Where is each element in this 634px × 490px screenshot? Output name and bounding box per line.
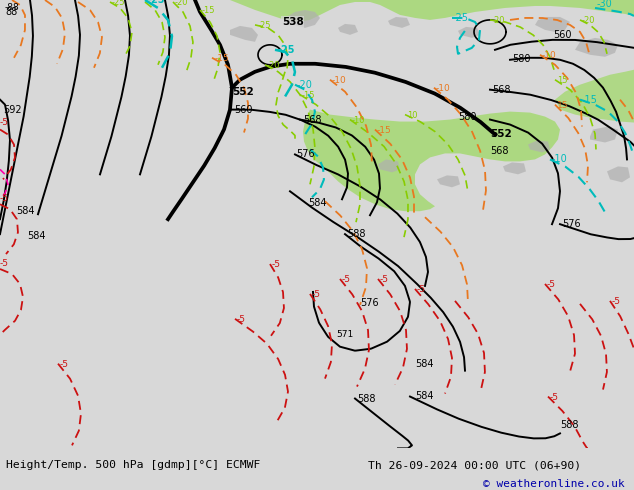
Polygon shape xyxy=(230,26,258,42)
Text: -15: -15 xyxy=(582,95,598,105)
Text: 88: 88 xyxy=(5,7,17,17)
Text: 588: 588 xyxy=(347,229,365,239)
Polygon shape xyxy=(437,175,460,187)
Text: Height/Temp. 500 hPa [gdmp][°C] ECMWF: Height/Temp. 500 hPa [gdmp][°C] ECMWF xyxy=(6,460,261,470)
Text: 571: 571 xyxy=(337,330,354,339)
Text: -10: -10 xyxy=(542,51,557,60)
Text: -25: -25 xyxy=(278,45,295,55)
Text: 584: 584 xyxy=(415,359,434,368)
Polygon shape xyxy=(230,0,634,22)
Text: -5: -5 xyxy=(550,392,559,401)
Text: 584: 584 xyxy=(27,231,46,241)
Polygon shape xyxy=(528,141,550,152)
Text: -20: -20 xyxy=(492,16,505,25)
Text: 568: 568 xyxy=(303,115,321,124)
Polygon shape xyxy=(285,10,320,28)
Text: -10: -10 xyxy=(552,154,568,165)
Polygon shape xyxy=(555,70,634,122)
Text: -5: -5 xyxy=(272,260,281,269)
Text: -15: -15 xyxy=(202,6,216,15)
Polygon shape xyxy=(607,167,630,182)
Text: -5: -5 xyxy=(0,259,9,268)
Text: 552: 552 xyxy=(490,129,512,140)
Text: -25: -25 xyxy=(112,0,126,7)
Text: -5: -5 xyxy=(380,275,389,284)
Polygon shape xyxy=(590,126,618,143)
Text: -5: -5 xyxy=(0,118,9,126)
Text: 576: 576 xyxy=(360,298,378,308)
Text: 588: 588 xyxy=(560,420,578,430)
Text: 584: 584 xyxy=(16,206,34,216)
Text: -25: -25 xyxy=(147,0,164,5)
Polygon shape xyxy=(503,162,526,174)
Text: 15: 15 xyxy=(557,100,569,110)
Text: -5: -5 xyxy=(417,285,426,294)
Text: -25: -25 xyxy=(258,21,271,30)
Text: 584: 584 xyxy=(415,391,434,400)
Text: -20: -20 xyxy=(582,16,595,25)
Text: -5: -5 xyxy=(312,290,321,299)
Polygon shape xyxy=(535,17,570,32)
Text: -15: -15 xyxy=(302,91,316,99)
Text: © weatheronline.co.uk: © weatheronline.co.uk xyxy=(482,479,624,489)
Text: -20: -20 xyxy=(297,80,313,90)
Text: 552: 552 xyxy=(232,87,254,97)
Text: 588: 588 xyxy=(357,393,375,404)
Text: 10: 10 xyxy=(407,111,418,120)
Text: -15: -15 xyxy=(215,54,230,63)
Text: 15: 15 xyxy=(557,75,567,85)
Polygon shape xyxy=(458,27,480,38)
Text: 576: 576 xyxy=(296,149,314,159)
Text: 584: 584 xyxy=(308,198,327,208)
Text: -5: -5 xyxy=(547,280,556,289)
Text: 560: 560 xyxy=(553,30,571,40)
Text: 538: 538 xyxy=(282,17,304,27)
Text: -5: -5 xyxy=(237,315,246,324)
Text: -15: -15 xyxy=(377,125,392,135)
Text: -5: -5 xyxy=(342,275,351,284)
Polygon shape xyxy=(303,110,560,211)
Text: 576: 576 xyxy=(562,219,581,229)
Polygon shape xyxy=(575,38,618,57)
Text: -88: -88 xyxy=(5,3,20,12)
Polygon shape xyxy=(378,159,400,172)
Text: Th 26-09-2024 00:00 UTC (06+90): Th 26-09-2024 00:00 UTC (06+90) xyxy=(368,460,581,470)
Polygon shape xyxy=(388,17,410,28)
Text: 580: 580 xyxy=(458,112,477,122)
Text: 568: 568 xyxy=(490,147,508,156)
Text: 560: 560 xyxy=(234,104,252,115)
Text: -20: -20 xyxy=(267,61,280,70)
Text: -5: -5 xyxy=(0,194,9,203)
Text: 580: 580 xyxy=(512,54,531,64)
Text: -5: -5 xyxy=(60,360,69,368)
Text: -25: -25 xyxy=(453,13,469,23)
Text: -10: -10 xyxy=(352,116,365,124)
Text: -10: -10 xyxy=(332,75,347,85)
Text: -30: -30 xyxy=(597,0,612,9)
Polygon shape xyxy=(338,24,358,35)
Text: -20: -20 xyxy=(175,0,188,7)
Text: -5: -5 xyxy=(612,297,621,306)
Text: 568: 568 xyxy=(492,85,510,95)
Text: 592: 592 xyxy=(3,104,22,115)
Text: -10: -10 xyxy=(436,84,451,93)
